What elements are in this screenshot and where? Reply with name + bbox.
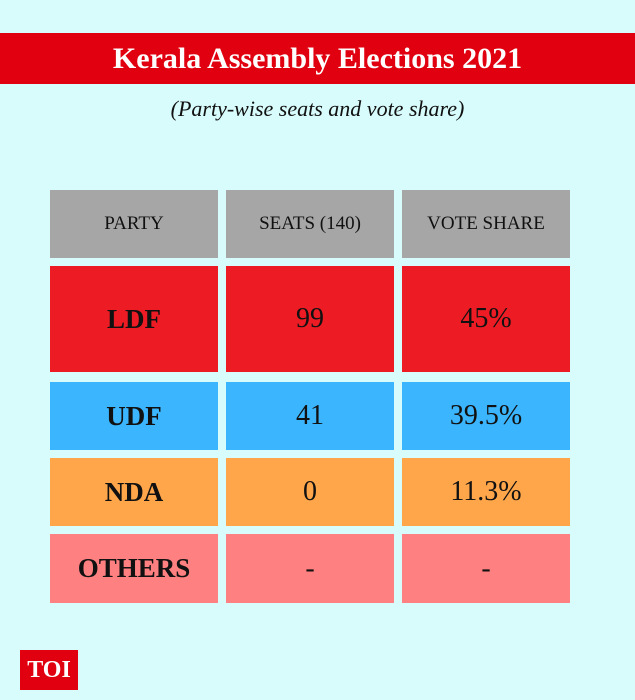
value-cell: - (402, 534, 570, 603)
value-cell: 11.3% (402, 458, 570, 526)
logo: TOI (20, 650, 78, 690)
party-cell: NDA (50, 458, 218, 526)
party-cell: OTHERS (50, 534, 218, 603)
value-cell: 41 (226, 382, 394, 450)
value-cell: 45% (402, 266, 570, 372)
column-header: VOTE SHARE (402, 190, 570, 258)
value-cell: - (226, 534, 394, 603)
column-header: PARTY (50, 190, 218, 258)
value-cell: 39.5% (402, 382, 570, 450)
title-bar: Kerala Assembly Elections 2021 (0, 33, 635, 84)
party-cell: UDF (50, 382, 218, 450)
subtitle: (Party-wise seats and vote share) (170, 96, 465, 121)
value-cell: 0 (226, 458, 394, 526)
column-header: SEATS (140) (226, 190, 394, 258)
title: Kerala Assembly Elections 2021 (112, 41, 523, 75)
value-cell: 99 (226, 266, 394, 372)
party-cell: LDF (50, 266, 218, 372)
